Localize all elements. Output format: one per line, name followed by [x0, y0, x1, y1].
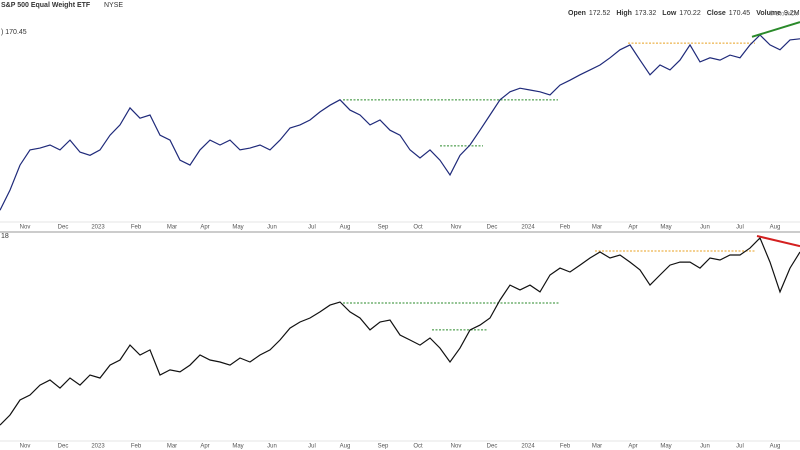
x-tick-label: Apr [200, 225, 209, 231]
x-tick-label: Aug [770, 225, 781, 231]
x-tick-label: Mar [167, 225, 177, 231]
x-tick-label: Dec [487, 444, 498, 450]
price-line [0, 34, 800, 211]
x-tick-label: May [660, 444, 671, 450]
price-line [0, 236, 800, 426]
x-tick-label: May [660, 225, 671, 231]
x-tick-label: Jun [267, 444, 277, 450]
x-tick-label: Feb [131, 225, 142, 231]
x-tick-label: Mar [592, 225, 602, 231]
x-tick-label: Feb [560, 444, 571, 450]
x-tick-label: 2023 [91, 444, 105, 450]
stat-label: Volume [756, 10, 781, 17]
x-tick-label: 2024 [521, 225, 535, 231]
stat-label: Low [662, 10, 677, 17]
stat-label: Open [568, 10, 586, 17]
x-tick-label: Nov [451, 225, 462, 231]
x-tick-label: May [232, 225, 243, 231]
stat-value: 170.45 [729, 10, 751, 17]
x-tick-label: Aug [770, 444, 781, 450]
x-tick-label: Aug [340, 225, 351, 231]
x-tick-label: May [232, 444, 243, 450]
x-tick-label: Nov [20, 225, 31, 231]
x-tick-label: Sep [378, 444, 389, 450]
x-tick-label: 2023 [91, 225, 105, 231]
x-tick-label: 2024 [521, 444, 535, 450]
trendline [756, 235, 800, 248]
stat-value: 9.2M [784, 10, 800, 17]
x-tick-label: Nov [20, 444, 31, 450]
x-tick-label: Jul [308, 225, 316, 231]
x-tick-label: Nov [451, 444, 462, 450]
x-tick-label: Oct [413, 444, 423, 450]
stat-label: High [616, 10, 632, 17]
x-tick-label: Oct [413, 225, 423, 231]
panel-label: ) 170.45 [1, 29, 27, 36]
x-tick-label: Jun [267, 225, 277, 231]
x-tick-label: Apr [628, 225, 637, 231]
exchange: NYSE [104, 2, 123, 9]
x-tick-label: Aug [340, 444, 351, 450]
x-tick-label: Feb [560, 225, 571, 231]
x-tick-label: Mar [592, 444, 602, 450]
stat-label: Close [707, 10, 726, 17]
x-tick-label: Jun [700, 444, 710, 450]
x-tick-label: Apr [628, 444, 637, 450]
x-tick-label: Sep [378, 225, 389, 231]
x-tick-label: Dec [58, 444, 69, 450]
x-tick-label: Jun [700, 225, 710, 231]
copyright: © StockCh [769, 11, 798, 18]
x-tick-label: Apr [200, 444, 209, 450]
stat-value: 172.52 [589, 10, 611, 17]
stat-value: 173.32 [635, 10, 657, 17]
x-tick-label: Dec [58, 225, 69, 231]
x-tick-label: Jul [736, 444, 744, 450]
panel-label: 18 [1, 233, 9, 240]
x-tick-label: Jul [736, 225, 744, 231]
x-tick-label: Jul [308, 444, 316, 450]
x-tick-label: Dec [487, 225, 498, 231]
title: S&P 500 Equal Weight ETF [1, 2, 91, 9]
x-tick-label: Feb [131, 444, 142, 450]
trendline [751, 21, 800, 38]
stat-value: 170.22 [679, 10, 701, 17]
x-tick-label: Mar [167, 444, 177, 450]
